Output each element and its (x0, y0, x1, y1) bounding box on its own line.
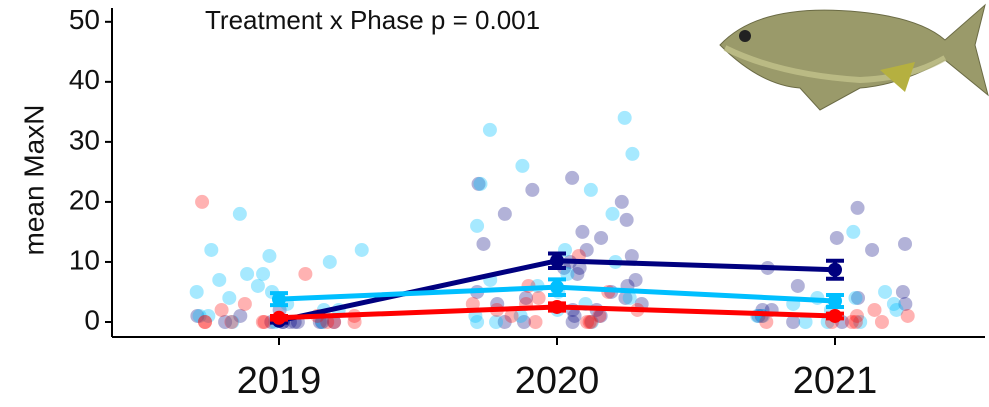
raw-point (251, 279, 265, 293)
raw-point (470, 219, 484, 233)
raw-point (901, 309, 915, 323)
raw-point (898, 237, 912, 251)
y-tick-label: 50 (69, 4, 100, 35)
raw-point (865, 243, 879, 257)
raw-point (256, 267, 270, 281)
fish-illustration (720, 5, 988, 110)
raw-point (233, 207, 247, 221)
raw-point (498, 207, 512, 221)
raw-point (594, 231, 608, 245)
raw-point (618, 111, 632, 125)
raw-point (566, 315, 580, 329)
raw-point (224, 315, 238, 329)
raw-point (204, 243, 218, 257)
raw-point (575, 225, 589, 239)
raw-point (830, 231, 844, 245)
raw-point (198, 315, 212, 329)
raw-point (868, 303, 882, 317)
raw-point (896, 285, 910, 299)
raw-point (848, 291, 862, 305)
raw-point (849, 315, 863, 329)
raw-point (470, 315, 484, 329)
mean-point (828, 263, 842, 277)
y-tick-label: 10 (69, 244, 100, 275)
raw-point (615, 195, 629, 209)
raw-point (525, 183, 539, 197)
raw-point (878, 285, 892, 299)
raw-point (791, 279, 805, 293)
y-axis-label: mean MaxN (18, 105, 49, 256)
mean-point (550, 280, 564, 294)
raw-point (565, 171, 579, 185)
raw-point (515, 159, 529, 173)
raw-point (529, 315, 543, 329)
x-tick-label: 2020 (515, 360, 600, 402)
raw-point (298, 267, 312, 281)
raw-point (190, 285, 204, 299)
raw-point (222, 291, 236, 305)
mean-point (272, 292, 286, 306)
raw-point (605, 207, 619, 221)
raw-point (875, 315, 889, 329)
mean-point (550, 254, 564, 268)
raw-point (238, 297, 252, 311)
raw-point (256, 315, 270, 329)
mean-point (828, 309, 842, 323)
chart: Treatment x Phase p = 0.001 mean MaxN 0 1… (0, 0, 989, 407)
raw-point (851, 201, 865, 215)
raw-point (476, 237, 490, 251)
raw-point (620, 213, 634, 227)
raw-point (240, 267, 254, 281)
y-tick-label: 20 (69, 184, 100, 215)
raw-point (489, 315, 503, 329)
raw-point (323, 255, 337, 269)
y-tick-label: 30 (69, 124, 100, 155)
raw-point (195, 195, 209, 209)
page: Treatment x Phase p = 0.001 mean MaxN 0 1… (0, 0, 989, 407)
annotation: Treatment x Phase p = 0.001 (205, 5, 540, 35)
mean-point (550, 300, 564, 314)
raw-point (584, 183, 598, 197)
raw-point (846, 225, 860, 239)
raw-point (532, 291, 546, 305)
mean-point (828, 294, 842, 308)
mean-point (272, 311, 286, 325)
raw-point (759, 315, 773, 329)
raw-point (355, 243, 369, 257)
x-tick-label: 2019 (237, 360, 322, 402)
raw-point (625, 147, 639, 161)
x-tick-label: 2021 (793, 360, 878, 402)
raw-point (215, 303, 229, 317)
raw-point (473, 177, 487, 191)
y-tick-label: 40 (69, 64, 100, 95)
y-tick-label: 0 (84, 304, 100, 335)
raw-point (583, 315, 597, 329)
raw-point (483, 123, 497, 137)
raw-point (262, 249, 276, 263)
raw-point (212, 273, 226, 287)
